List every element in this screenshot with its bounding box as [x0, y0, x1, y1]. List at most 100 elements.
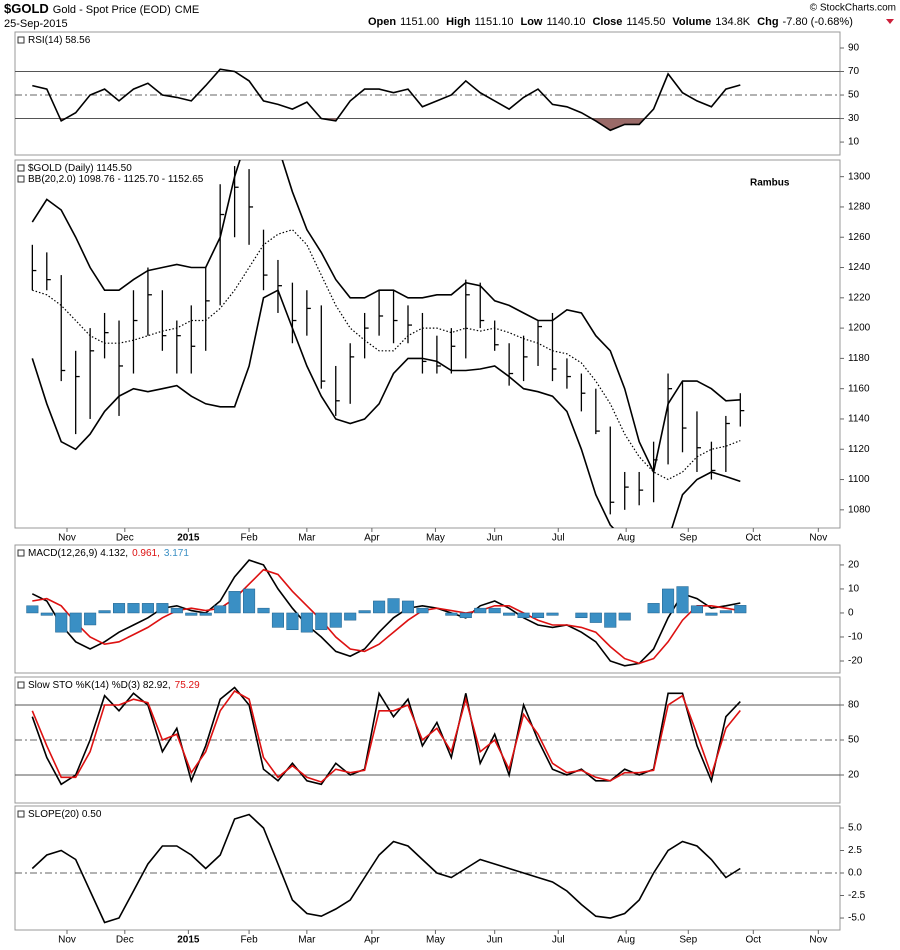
- date: 25-Sep-2015: [4, 18, 68, 30]
- histogram-bar: [387, 598, 400, 614]
- legend-part: RSI(14) 58.56: [28, 35, 91, 46]
- y-tick-label: 1180: [848, 353, 870, 364]
- y-tick-label: 80: [848, 700, 860, 711]
- y-tick-label: 1140: [848, 414, 870, 425]
- histogram-bar: [358, 610, 371, 614]
- y-tick-label: 10: [848, 584, 860, 595]
- y-tick-label: -20: [848, 656, 863, 667]
- y-tick-label: 20: [848, 560, 860, 571]
- series-line: [31, 689, 741, 783]
- histogram-bar: [445, 612, 458, 616]
- panel-marks: [26, 559, 747, 667]
- y-tick-label: -10: [848, 632, 863, 643]
- legend-part: $GOLD (Daily) 1145.50: [28, 163, 132, 174]
- histogram-bar: [416, 607, 429, 614]
- series-line: [31, 289, 741, 528]
- histogram-bar: [676, 586, 689, 614]
- y-tick-label: 70: [848, 66, 860, 77]
- histogram-bar: [98, 610, 111, 614]
- chart-header: $GOLD Gold - Spot Price (EOD) CME: [4, 1, 199, 16]
- legend-icon: [17, 549, 25, 557]
- quote-label: Chg: [757, 16, 778, 28]
- legend-icon: [17, 681, 25, 689]
- x-tick-label: Nov: [809, 935, 827, 946]
- x-tick-label: Jun: [487, 533, 503, 544]
- panel-marks: [15, 686, 840, 786]
- quote-value: 1140.10: [546, 16, 585, 28]
- x-tick-label: Feb: [240, 533, 258, 544]
- panel-marks: [31, 160, 745, 528]
- histogram-bar: [228, 591, 241, 614]
- histogram-bar: [618, 612, 631, 621]
- x-tick-label: Aug: [617, 935, 635, 946]
- x-tick-label: Nov: [58, 533, 76, 544]
- y-tick-label: 0: [848, 608, 854, 619]
- histogram-bar: [705, 612, 718, 616]
- histogram-bar: [84, 612, 97, 626]
- histogram-bar: [474, 607, 487, 614]
- series-line: [32, 68, 741, 132]
- histogram-bar: [517, 612, 530, 619]
- x-tick-label: 2015: [177, 935, 200, 946]
- legend-part: SLOPE(20) 0.50: [28, 809, 102, 820]
- histogram-bar: [185, 612, 198, 616]
- legend-part: MACD(12,26,9) 4.132,: [28, 548, 128, 559]
- quote-value: 1151.00: [400, 16, 439, 28]
- y-tick-label: -5.0: [848, 913, 866, 924]
- panel-frame: [14, 159, 841, 529]
- legend-part: Slow STO %K(14) %D(3) 82.92,: [28, 680, 171, 691]
- x-tick-label: Dec: [116, 533, 134, 544]
- legend-part: 3.171: [164, 548, 189, 559]
- y-tick-label: 1080: [848, 504, 871, 515]
- panel-frame: [14, 805, 841, 931]
- x-tick-label: Dec: [116, 935, 134, 946]
- legend-icon: [17, 164, 25, 172]
- x-tick-label: May: [426, 935, 445, 946]
- legend-part: 0.961,: [132, 548, 160, 559]
- y-tick-label: -2.5: [848, 890, 866, 901]
- histogram-bar: [401, 600, 415, 614]
- histogram-bar: [141, 603, 154, 614]
- histogram-bar: [271, 612, 284, 628]
- quote: Open 1151.00 High 1151.10 Low 1140.10 Close 114…: [368, 16, 853, 28]
- legend-icon: [17, 175, 25, 183]
- credit: © StockCharts.com: [810, 3, 896, 14]
- histogram-bar: [286, 612, 299, 631]
- y-tick-label: 1160: [848, 383, 870, 394]
- histogram-bar: [344, 612, 357, 621]
- y-tick-label: 1280: [848, 202, 871, 213]
- quote-label: Low: [520, 16, 542, 28]
- histogram-bar: [604, 612, 617, 628]
- x-tick-label: Oct: [746, 533, 762, 544]
- quote-value: 134.8K: [715, 16, 751, 28]
- histogram-bar: [662, 588, 675, 614]
- histogram-bar: [532, 612, 545, 619]
- histogram-bar: [734, 605, 747, 614]
- histogram-bar: [300, 612, 313, 633]
- symbol: $GOLD: [4, 1, 49, 16]
- legend-icon: [17, 810, 25, 818]
- legend: BB(20,2.0) 1098.76 - 1125.70 - 1152.65: [28, 174, 204, 185]
- histogram-bar: [647, 603, 660, 614]
- series-line: [31, 686, 741, 786]
- histogram-bar: [488, 607, 501, 614]
- y-tick-label: 20: [848, 770, 860, 781]
- x-tick-label: Jul: [552, 533, 565, 544]
- series-line: [31, 559, 741, 667]
- histogram-bar: [156, 603, 169, 614]
- histogram-bar: [199, 612, 212, 616]
- histogram-bar: [719, 610, 732, 614]
- y-tick-label: 1120: [848, 444, 870, 455]
- histogram-bar: [127, 603, 140, 614]
- quote-value: -7.80 (-0.68%): [783, 16, 853, 28]
- histogram-bar: [575, 612, 588, 619]
- annotation: Rambus: [750, 178, 790, 189]
- x-tick-label: Apr: [364, 533, 380, 544]
- histogram-bar: [214, 605, 227, 614]
- y-tick-label: 30: [848, 113, 860, 124]
- x-tick-label: Aug: [617, 533, 635, 544]
- histogram-bar: [112, 603, 126, 614]
- x-tick-label: May: [426, 533, 445, 544]
- x-tick-label: Mar: [298, 533, 316, 544]
